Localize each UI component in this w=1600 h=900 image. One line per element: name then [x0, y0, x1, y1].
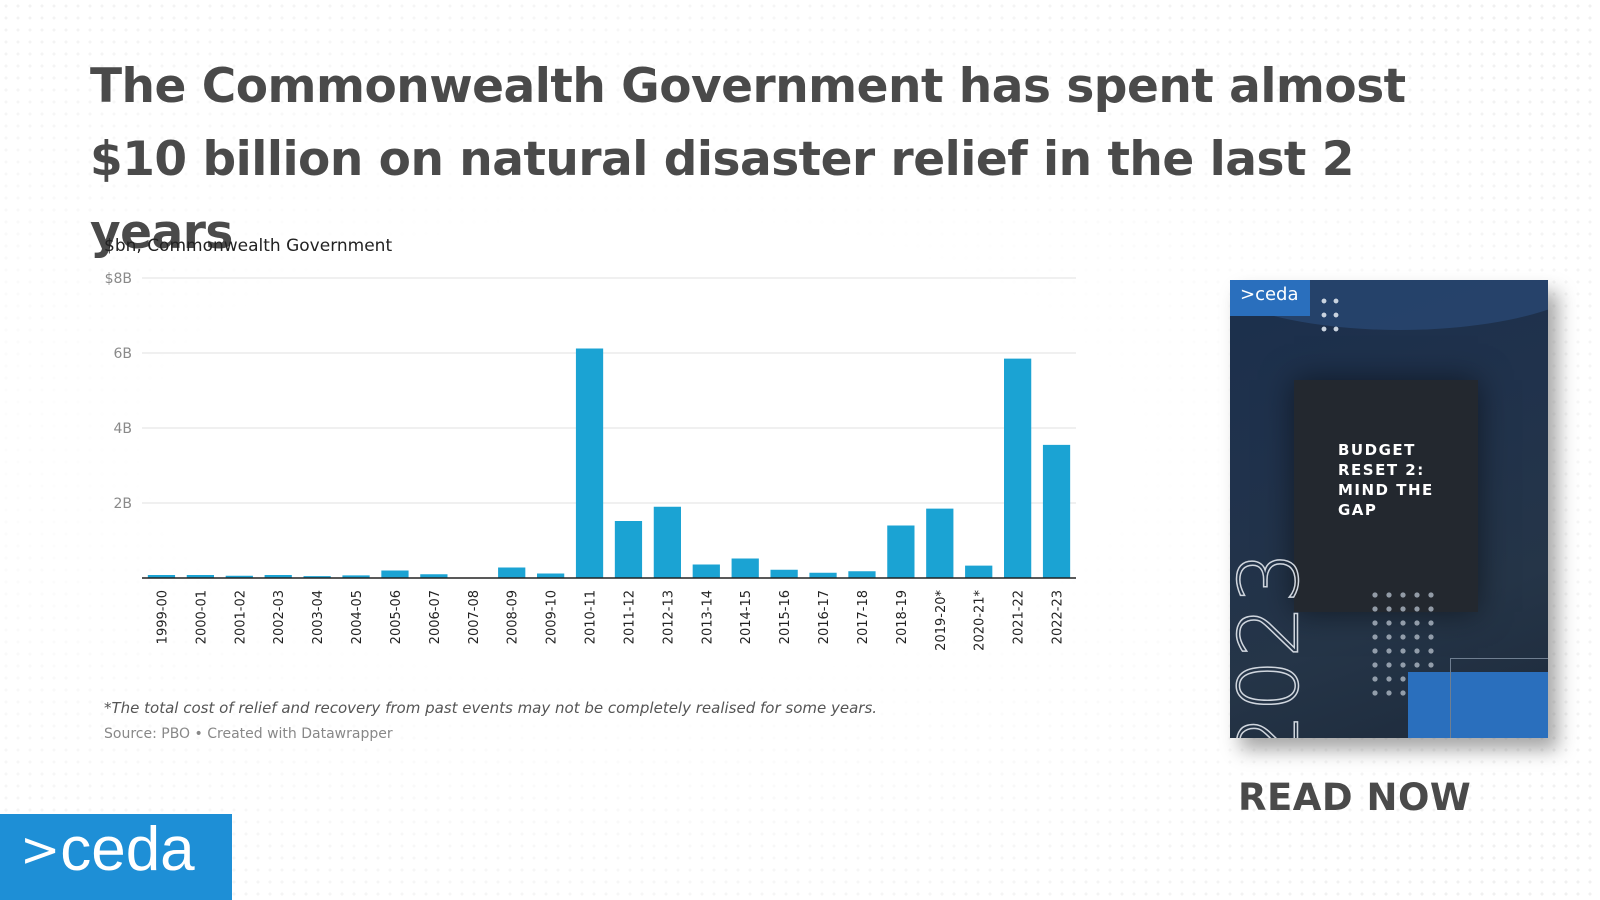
bar	[575, 348, 604, 578]
bar	[225, 575, 253, 578]
headline: The Commonwealth Government has spent al…	[90, 50, 1510, 269]
cover-year: 2023	[1230, 548, 1318, 738]
bar	[614, 521, 643, 578]
x-tick-label: 2019-20*	[934, 590, 949, 651]
bar	[420, 574, 448, 578]
report-cover[interactable]: >ceda BUDGET RESET 2: MIND THE GAP 2023	[1230, 280, 1548, 738]
bar	[848, 571, 876, 578]
bar-chart: $8B 6B 4B 2B 1999-00 2000-01 2001-02 2002-03 200…	[105, 271, 1076, 651]
y-tick-label: 4B	[113, 421, 132, 437]
headline-line-2: $10 billion on natural disaster relief i…	[90, 132, 1354, 260]
bar	[770, 569, 798, 578]
bar	[926, 508, 954, 578]
bar	[653, 506, 681, 578]
cover-title-panel: BUDGET RESET 2: MIND THE GAP	[1294, 380, 1478, 612]
x-tick-label: 2018-19	[895, 590, 910, 644]
cover-outline-box	[1450, 658, 1548, 738]
bar	[147, 575, 176, 578]
cover-blue-block	[1408, 672, 1548, 738]
bar	[264, 575, 292, 578]
chart-source: Source: PBO • Created with Datawrapper	[104, 726, 393, 742]
brand-chevron-icon: >	[20, 822, 61, 878]
x-tick-label: 2000-01	[194, 590, 209, 644]
bar-chart-container: $8B 6B 4B 2B 1999-00 2000-01 2001-02 2002-03 200…	[100, 228, 1100, 748]
x-tick-label: 2009-10	[545, 590, 560, 644]
x-tick-label: 2005-06	[389, 590, 404, 644]
x-tick-label: 2007-08	[467, 590, 482, 644]
bar	[537, 573, 565, 578]
x-tick-label: 2014-15	[739, 590, 754, 644]
x-tick-label: 2016-17	[817, 590, 832, 644]
ceda-logo[interactable]: >ceda	[0, 814, 232, 900]
bar	[498, 567, 526, 578]
x-tick-label: 2008-09	[506, 590, 521, 644]
x-tick-label: 2012-13	[661, 590, 676, 644]
x-tick-label: 2011-12	[622, 590, 637, 644]
y-tick-label: $8B	[105, 271, 132, 287]
cover-dots-icon	[1318, 294, 1342, 334]
x-tick-label: 2021-22	[1012, 590, 1027, 644]
chart-subtitle: $bn, Commonwealth Government	[104, 236, 393, 256]
bar	[731, 558, 759, 578]
bar	[809, 572, 837, 578]
brand-name: ceda	[60, 815, 195, 884]
x-tick-label: 2001-02	[233, 590, 248, 644]
x-tick-label: 2017-18	[856, 590, 871, 644]
bar	[381, 570, 409, 578]
x-tick-label: 2003-04	[311, 590, 326, 644]
x-tick-label: 2002-03	[272, 590, 287, 644]
y-tick-label: 6B	[113, 346, 132, 362]
cover-title: BUDGET RESET 2: MIND THE GAP	[1338, 441, 1434, 519]
bar	[692, 564, 720, 578]
bar	[887, 525, 915, 578]
x-tick-label: 2015-16	[778, 590, 793, 644]
bar	[1042, 444, 1071, 578]
y-tick-label: 2B	[113, 496, 132, 512]
x-tick-label: 1999-00	[155, 590, 170, 644]
cover-logo: >ceda	[1230, 280, 1310, 316]
x-tick-label: 2006-07	[428, 590, 443, 644]
x-tick-label: 2020-21*	[973, 590, 988, 651]
bar	[1004, 358, 1032, 578]
chart-footnote: *The total cost of relief and recovery f…	[104, 699, 878, 717]
headline-line-1: The Commonwealth Government has spent al…	[90, 59, 1406, 114]
read-now-link[interactable]: READ NOW	[1238, 776, 1472, 819]
x-tick-label: 2022-23	[1051, 590, 1066, 644]
bar	[303, 576, 331, 578]
x-tick-label: 2004-05	[350, 590, 365, 644]
bar	[342, 575, 370, 578]
x-tick-label: 2013-14	[700, 590, 715, 644]
bar	[186, 575, 214, 578]
x-tick-label: 2010-11	[584, 590, 599, 644]
bar	[965, 565, 993, 578]
